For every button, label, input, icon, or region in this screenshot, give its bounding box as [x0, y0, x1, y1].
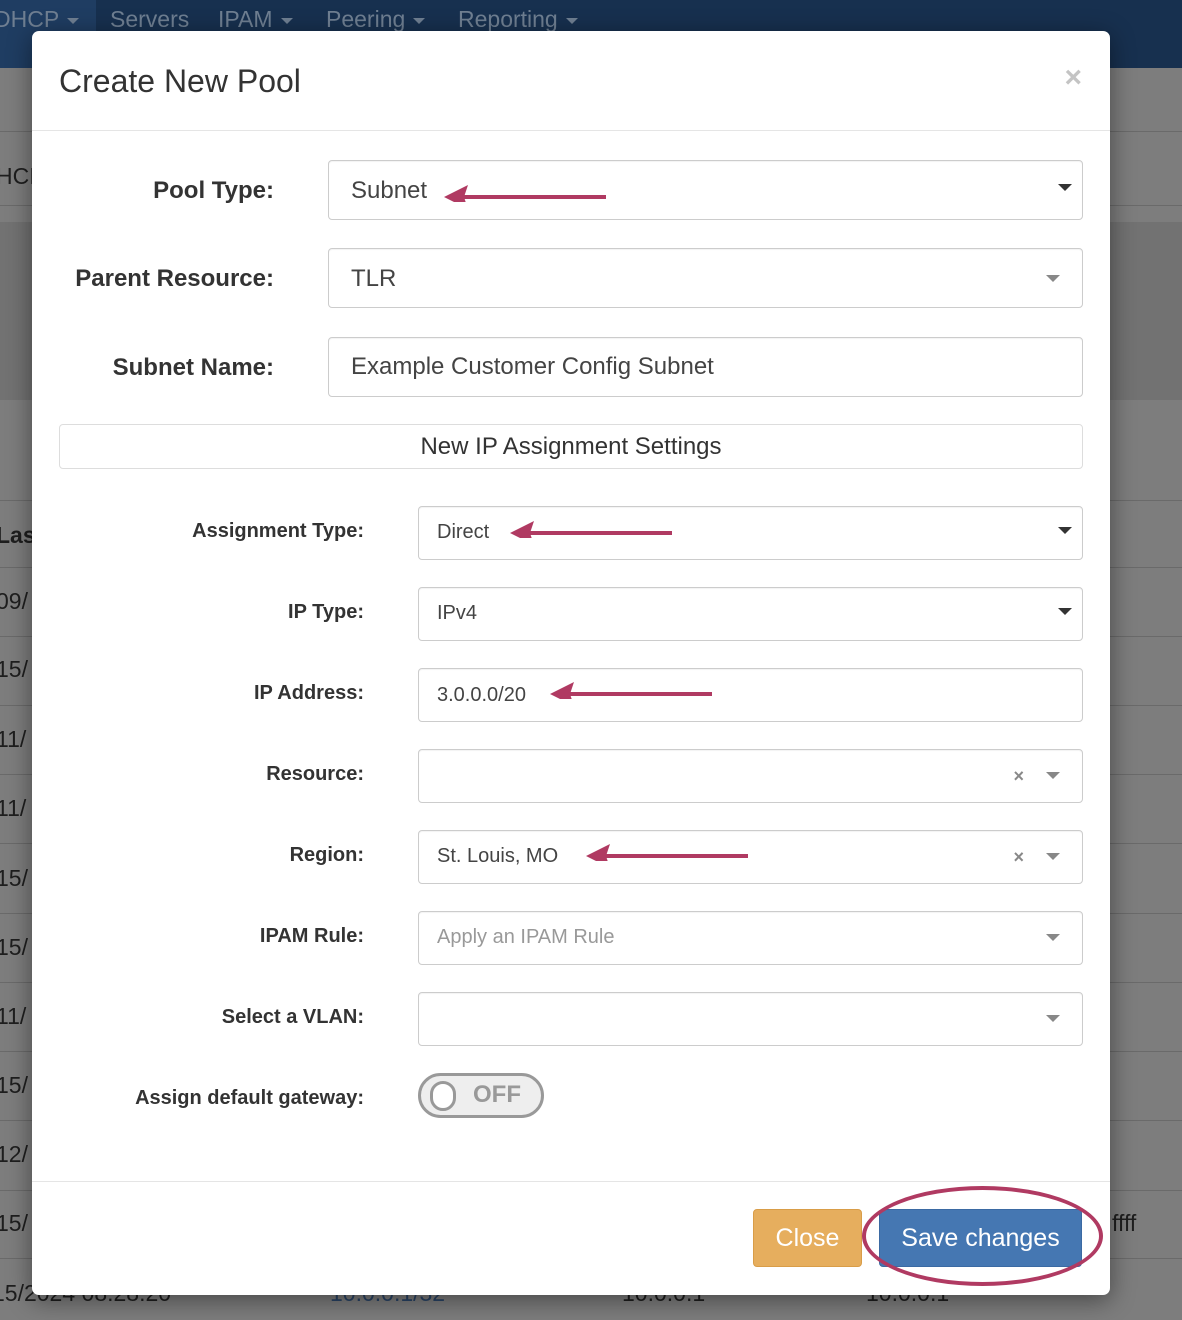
caret-down-icon: [1058, 184, 1072, 191]
nav-peering-label: Peering: [326, 6, 406, 32]
resource-select[interactable]: ×: [418, 749, 1083, 803]
region-value: St. Louis, MO: [437, 845, 559, 867]
background-cell: 15/: [0, 1072, 28, 1098]
parent-resource-select[interactable]: TLR: [328, 248, 1083, 308]
ipam-rule-placeholder: Apply an IPAM Rule: [437, 926, 615, 948]
clear-icon[interactable]: ×: [1013, 766, 1024, 786]
caret-down-icon: [1058, 608, 1072, 615]
ipam-rule-select[interactable]: Apply an IPAM Rule: [418, 911, 1083, 965]
background-cell: 15/: [0, 934, 28, 960]
background-cell: 15/: [0, 1210, 28, 1236]
background-cell: 11/: [0, 795, 27, 821]
caret-down-icon: [413, 17, 426, 24]
background-cell: 15/: [0, 656, 28, 682]
assignment-type-label: Assignment Type:: [192, 520, 364, 542]
modal-title: Create New Pool: [59, 63, 301, 99]
background-cell: 12/: [0, 1141, 28, 1167]
nav-reporting[interactable]: Reporting: [458, 6, 578, 33]
annotation-arrow-icon: [550, 682, 712, 699]
default-gateway-label: Assign default gateway:: [135, 1087, 364, 1109]
ip-type-label: IP Type:: [288, 601, 364, 623]
annotation-arrow-icon: [510, 521, 672, 538]
background-cell: 11/: [0, 726, 27, 752]
default-gateway-toggle[interactable]: OFF: [418, 1073, 544, 1118]
clear-icon[interactable]: ×: [1013, 847, 1024, 867]
resource-label: Resource:: [266, 763, 364, 785]
region-label: Region:: [289, 844, 364, 866]
nav-peering[interactable]: Peering: [326, 6, 426, 33]
caret-down-icon: [1046, 853, 1060, 860]
caret-down-icon: [1046, 772, 1060, 779]
caret-down-icon: [280, 17, 293, 24]
nav-dhcp-label: DHCP: [0, 6, 60, 32]
ip-address-input[interactable]: [418, 668, 1083, 722]
toggle-state: OFF: [473, 1081, 521, 1108]
vlan-label: Select a VLAN:: [221, 1006, 364, 1028]
background-text: ffff: [1112, 1210, 1137, 1236]
footer-divider: [32, 1181, 1110, 1182]
nav-ipam[interactable]: IPAM: [218, 6, 293, 33]
subnet-name-label: Subnet Name:: [112, 354, 274, 381]
pool-type-label: Pool Type:: [153, 177, 274, 204]
caret-down-icon: [1058, 527, 1072, 534]
modal-header: Create New Pool ×: [32, 31, 1110, 131]
caret-down-icon: [1046, 275, 1060, 282]
close-button[interactable]: Close: [753, 1209, 862, 1267]
background-cell: Las: [0, 522, 36, 548]
background-cell: 11/: [0, 1003, 27, 1029]
create-pool-modal: Create New Pool × Pool Type: Subnet Pare…: [32, 31, 1110, 1295]
ipam-rule-label: IPAM Rule:: [259, 925, 364, 947]
vlan-select[interactable]: [418, 992, 1083, 1046]
annotation-arrow-icon: [444, 185, 606, 202]
annotation-arrow-icon: [586, 844, 748, 861]
background-cell: 09/: [0, 588, 28, 614]
caret-down-icon: [67, 17, 80, 24]
background-cell: 15/: [0, 865, 28, 891]
toggle-knob: [430, 1081, 456, 1111]
pool-type-value: Subnet: [351, 177, 428, 204]
nav-reporting-label: Reporting: [458, 6, 558, 32]
region-select[interactable]: St. Louis, MO ×: [418, 830, 1083, 884]
nav-servers[interactable]: Servers: [110, 6, 189, 33]
section-header: New IP Assignment Settings: [59, 424, 1083, 469]
assignment-type-value: Direct: [437, 521, 490, 543]
parent-resource-value: TLR: [351, 265, 397, 292]
caret-down-icon: [1046, 934, 1060, 941]
background-cell: HCI: [0, 163, 36, 189]
nav-ipam-label: IPAM: [218, 6, 273, 32]
pool-type-select[interactable]: Subnet: [328, 160, 1083, 220]
nav-servers-label: Servers: [110, 6, 190, 32]
ip-type-value: IPv4: [437, 602, 478, 624]
ip-type-select[interactable]: IPv4: [418, 587, 1083, 641]
caret-down-icon: [565, 17, 578, 24]
ip-address-label: IP Address:: [253, 682, 364, 704]
parent-resource-label: Parent Resource:: [75, 265, 274, 292]
caret-down-icon: [1046, 1015, 1060, 1022]
subnet-name-input[interactable]: [328, 337, 1083, 397]
close-icon[interactable]: ×: [1064, 61, 1082, 94]
annotation-circle: [862, 1186, 1103, 1286]
